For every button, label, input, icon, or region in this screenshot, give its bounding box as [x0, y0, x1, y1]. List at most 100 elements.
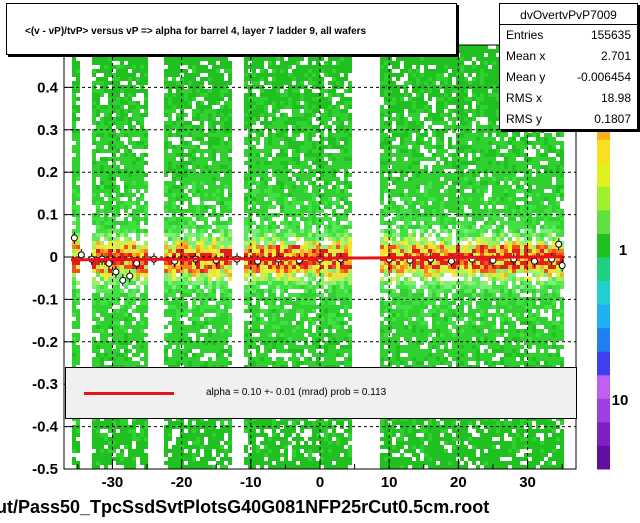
heatmap-cell — [296, 165, 300, 169]
heatmap-cell — [140, 145, 144, 149]
heatmap-cell — [216, 285, 220, 289]
heatmap-cell — [336, 65, 340, 69]
heatmap-cell — [332, 345, 336, 349]
heatmap-cell — [100, 433, 104, 437]
heatmap-cell — [304, 121, 308, 125]
heatmap-cell — [276, 449, 280, 453]
heatmap-cell — [312, 269, 316, 273]
heatmap-cell — [188, 173, 192, 177]
heatmap-cell — [300, 185, 304, 189]
heatmap-cell — [324, 121, 328, 125]
heatmap-cell — [172, 341, 176, 345]
heatmap-cell — [168, 217, 172, 221]
heatmap-cell — [92, 61, 96, 65]
heatmap-cell — [256, 285, 260, 289]
heatmap-cell — [272, 317, 276, 321]
heatmap-cell — [120, 289, 124, 293]
heatmap-cell — [268, 193, 272, 197]
heatmap-cell — [196, 345, 200, 349]
heatmap-cell — [212, 197, 216, 201]
heatmap-cell — [180, 185, 184, 189]
heatmap-cell — [112, 437, 116, 441]
heatmap-cell — [72, 289, 76, 293]
heatmap-cell — [248, 253, 252, 257]
heatmap-cell — [332, 153, 336, 157]
heatmap-cell — [108, 325, 112, 329]
heatmap-cell — [300, 445, 304, 449]
heatmap-cell — [248, 157, 252, 161]
heatmap-cell — [224, 293, 228, 297]
heatmap-cell — [264, 269, 268, 273]
heatmap-cell — [172, 461, 176, 465]
heatmap-cell — [108, 109, 112, 113]
heatmap-cell — [184, 353, 188, 357]
heatmap-cell — [132, 329, 136, 333]
heatmap-cell — [172, 193, 176, 197]
heatmap-cell — [144, 89, 148, 93]
heatmap-cell — [248, 57, 252, 61]
heatmap-cell — [144, 65, 148, 69]
heatmap-cell — [188, 189, 192, 193]
heatmap-cell — [308, 233, 312, 237]
heatmap-cell — [220, 461, 224, 465]
heatmap-cell — [120, 245, 124, 249]
heatmap-cell — [260, 281, 264, 285]
heatmap-cell — [128, 133, 132, 137]
heatmap-cell — [248, 65, 252, 69]
heatmap-cell — [220, 329, 224, 333]
heatmap-cell — [292, 141, 296, 145]
heatmap-cell — [228, 237, 232, 241]
heatmap-cell — [288, 465, 292, 469]
heatmap-cell — [272, 185, 276, 189]
heatmap-cell — [284, 101, 288, 105]
heatmap-cell — [312, 249, 316, 253]
heatmap-cell — [96, 193, 100, 197]
heatmap-cell — [316, 269, 320, 273]
heatmap-cell — [272, 109, 276, 113]
heatmap-cell — [316, 233, 320, 237]
heatmap-cell — [292, 133, 296, 137]
heatmap-cell — [308, 133, 312, 137]
heatmap-cell — [256, 421, 260, 425]
heatmap-cell — [72, 417, 76, 421]
heatmap-cell — [192, 241, 196, 245]
heatmap-cell — [324, 109, 328, 113]
heatmap-cell — [196, 329, 200, 333]
heatmap-cell — [204, 189, 208, 193]
heatmap-cell — [136, 105, 140, 109]
heatmap-cell — [132, 361, 136, 365]
heatmap-cell — [132, 417, 136, 421]
heatmap-cell — [196, 225, 200, 229]
heatmap-cell — [312, 193, 316, 197]
heatmap-cell — [208, 97, 212, 101]
heatmap-cell — [96, 53, 100, 57]
heatmap-cell — [124, 181, 128, 185]
heatmap-cell — [192, 137, 196, 141]
heatmap-cell — [256, 433, 260, 437]
heatmap-cell — [312, 125, 316, 129]
heatmap-cell — [332, 349, 336, 353]
heatmap-cell — [104, 61, 108, 65]
heatmap-cell — [76, 149, 80, 153]
heatmap-cell — [112, 281, 116, 285]
heatmap-cell — [112, 73, 116, 77]
heatmap-cell — [216, 93, 220, 97]
heatmap-cell — [108, 305, 112, 309]
heatmap-cell — [300, 213, 304, 217]
heatmap-cell — [140, 345, 144, 349]
heatmap-cell — [176, 441, 180, 445]
heatmap-cell — [108, 181, 112, 185]
heatmap-cell — [296, 361, 300, 365]
heatmap-cell — [316, 209, 320, 213]
heatmap-cell — [112, 157, 116, 161]
heatmap-cell — [116, 229, 120, 233]
heatmap-cell — [284, 229, 288, 233]
heatmap-cell — [176, 261, 180, 265]
heatmap-cell — [224, 333, 228, 337]
heatmap-cell — [332, 137, 336, 141]
heatmap-cell — [280, 437, 284, 441]
heatmap-cell — [336, 309, 340, 313]
heatmap-cell — [204, 301, 208, 305]
heatmap-cell — [272, 113, 276, 117]
heatmap-cell — [192, 269, 196, 273]
